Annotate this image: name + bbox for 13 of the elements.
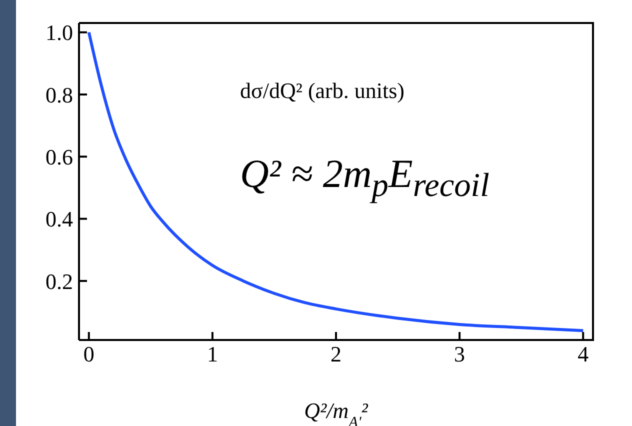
annotation: dσ/dQ² (arb. units) [240,78,404,104]
line-series [87,30,585,332]
x-tick-label: 1 [206,342,218,367]
x-tick-label: 4 [578,342,589,367]
y-tick-label: 1.0 [46,20,73,46]
y-tick-label: 0.8 [46,82,73,108]
x-tick-label: 3 [454,342,466,367]
x-tick-label: 2 [330,342,342,367]
x-tick-label: 0 [83,342,94,367]
y-tick-label: 0.2 [46,268,73,294]
annotation: Q² ≈ 2m$_{p}$E$_{recoil}$ [240,150,490,205]
y-tick-label: 0.4 [46,206,73,232]
y-tick-label: 0.6 [46,144,73,170]
